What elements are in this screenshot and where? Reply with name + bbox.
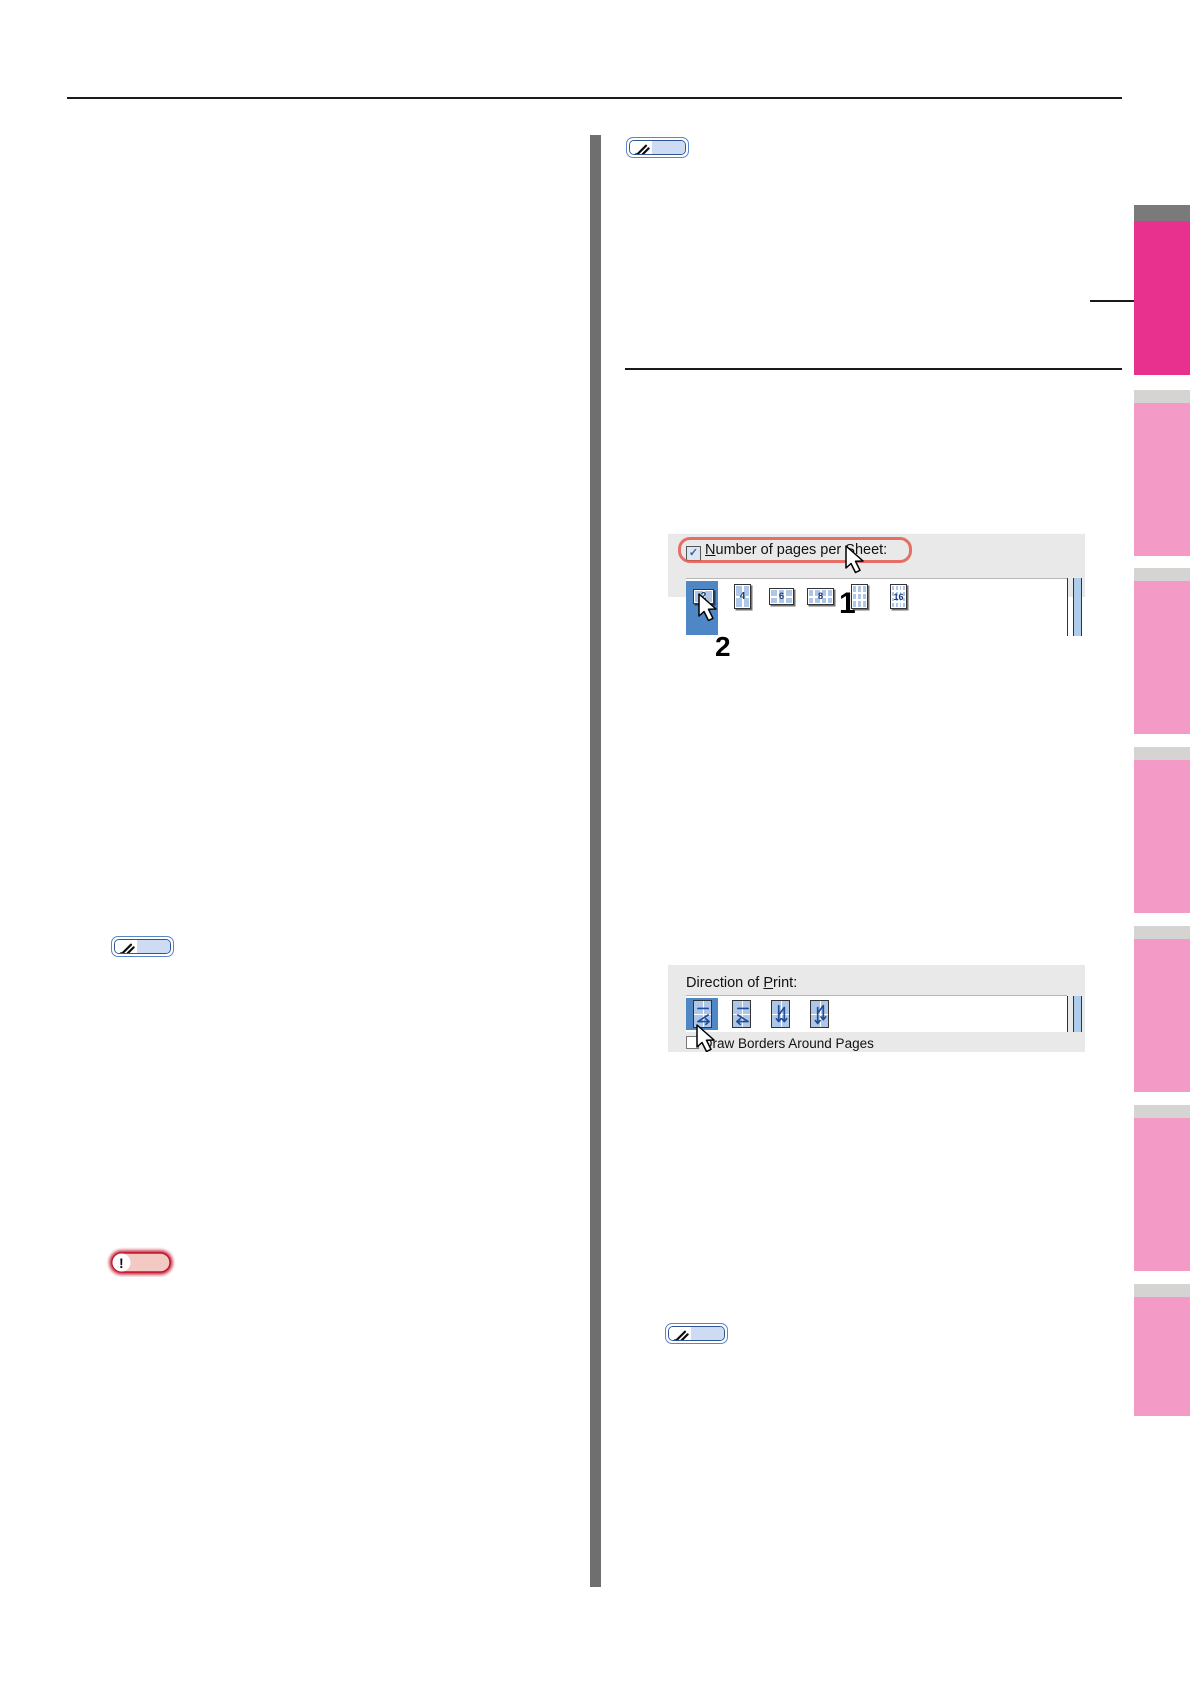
svg-text:!: ! [119, 1255, 124, 1271]
